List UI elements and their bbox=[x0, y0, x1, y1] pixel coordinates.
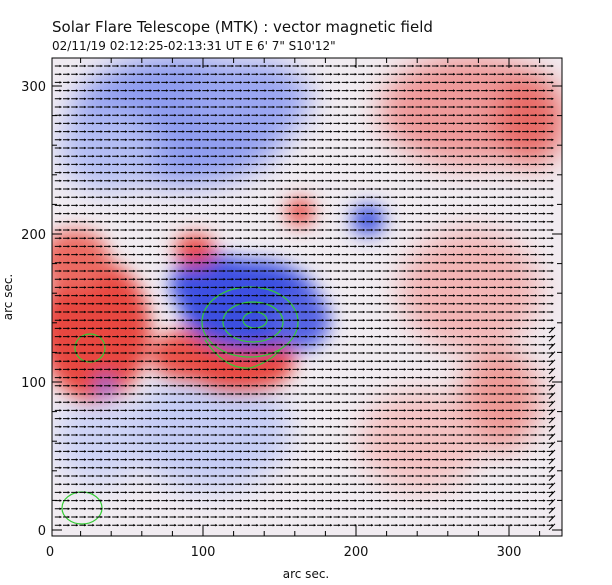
vector-heads bbox=[59, 122, 554, 125]
vector-heads bbox=[59, 220, 554, 224]
vector-heads bbox=[59, 245, 554, 248]
x-axis-label: arc sec. bbox=[283, 567, 329, 581]
vector-heads bbox=[59, 409, 554, 412]
vector-heads bbox=[59, 105, 554, 109]
magnetogram-image bbox=[52, 58, 562, 536]
y-axis-label: arc sec. bbox=[1, 274, 15, 320]
vector-heads bbox=[59, 81, 554, 84]
vector-heads bbox=[59, 425, 554, 429]
vector-heads bbox=[59, 384, 554, 388]
vector-heads bbox=[59, 515, 554, 519]
x-tick-label: 0 bbox=[46, 545, 54, 560]
vector-heads bbox=[59, 113, 554, 117]
vector-heads bbox=[59, 130, 554, 133]
vector-heads bbox=[59, 507, 554, 511]
x-tick-label: 100 bbox=[191, 545, 216, 560]
vector-heads bbox=[59, 195, 554, 199]
vector-heads bbox=[59, 450, 554, 453]
vector-heads bbox=[59, 392, 554, 396]
vector-heads bbox=[59, 474, 554, 478]
vector-heads bbox=[59, 351, 554, 355]
vector-heads bbox=[59, 417, 554, 420]
vector-heads bbox=[59, 277, 554, 281]
vector-heads bbox=[59, 171, 554, 174]
vector-heads bbox=[59, 318, 554, 322]
vector-heads bbox=[59, 491, 554, 494]
vector-heads bbox=[59, 523, 554, 527]
vector-heads bbox=[59, 261, 554, 265]
vector-heads bbox=[59, 97, 554, 101]
vector-heads bbox=[59, 302, 554, 306]
vector-heads bbox=[59, 294, 554, 297]
vector-heads bbox=[59, 228, 554, 232]
x-tick-label: 200 bbox=[344, 545, 369, 560]
vector-heads bbox=[59, 253, 554, 256]
vector-heads bbox=[59, 163, 554, 166]
vector-heads bbox=[59, 236, 554, 240]
vector-heads bbox=[59, 64, 554, 68]
vector-heads bbox=[59, 327, 554, 330]
vector-heads bbox=[59, 286, 554, 289]
y-tick-label: 0 bbox=[38, 524, 46, 539]
vector-heads bbox=[59, 441, 554, 445]
y-tick-label: 300 bbox=[21, 80, 46, 95]
vector-heads bbox=[59, 499, 554, 502]
figure-subtitle: 02/11/19 02:12:25-02:13:31 UT E 6' 7" S1… bbox=[52, 39, 336, 53]
y-tick-label: 200 bbox=[21, 228, 46, 243]
vector-heads bbox=[59, 269, 554, 273]
vector-heads bbox=[59, 212, 554, 215]
vector-heads bbox=[59, 154, 554, 158]
vector-heads bbox=[59, 179, 554, 183]
vector-heads bbox=[59, 368, 554, 371]
vector-heads bbox=[59, 433, 554, 437]
y-tick-label: 100 bbox=[21, 376, 46, 391]
vector-heads bbox=[59, 400, 554, 404]
vector-field bbox=[54, 64, 556, 531]
vector-heads bbox=[59, 204, 554, 207]
plot-frame bbox=[51, 57, 563, 537]
vector-heads bbox=[59, 146, 554, 150]
vector-heads bbox=[59, 187, 554, 191]
axes: 0 100 200 300 0 100 200 300 bbox=[21, 58, 562, 560]
vector-heads bbox=[59, 138, 554, 142]
vector-heads bbox=[59, 335, 554, 338]
vector-heads bbox=[59, 466, 554, 470]
edge-vectors bbox=[548, 326, 556, 531]
vector-heads bbox=[59, 482, 554, 486]
x-tick-label: 300 bbox=[497, 545, 522, 560]
vector-heads bbox=[59, 89, 554, 92]
vector-heads bbox=[59, 343, 554, 347]
figure-title: Solar Flare Telescope (MTK) : vector mag… bbox=[52, 18, 433, 36]
vector-heads bbox=[59, 72, 554, 76]
vector-heads bbox=[59, 458, 554, 461]
vector-heads bbox=[59, 376, 554, 379]
vector-heads bbox=[59, 359, 554, 363]
vector-heads bbox=[59, 310, 554, 314]
